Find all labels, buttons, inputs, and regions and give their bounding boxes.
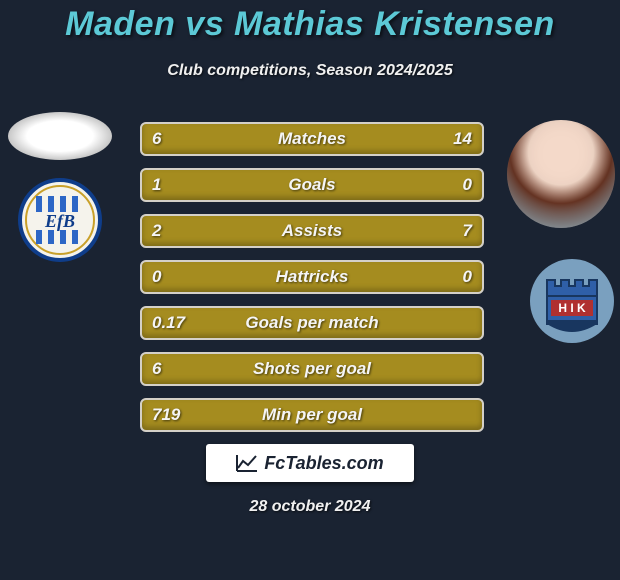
stat-label: Min per goal [202, 405, 422, 425]
stat-right-value: 0 [422, 267, 482, 287]
stat-bar-matches: 6 Matches 14 [140, 122, 484, 156]
svg-text:EfB: EfB [44, 211, 75, 231]
player-right-avatar [507, 120, 615, 228]
stat-bar-hattricks: 0 Hattricks 0 [140, 260, 484, 294]
stat-right-value: 0 [422, 175, 482, 195]
stat-bar-goals: 1 Goals 0 [140, 168, 484, 202]
page-title: Maden vs Mathias Kristensen [0, 5, 620, 44]
stat-left-value: 719 [142, 405, 202, 425]
stat-left-value: 6 [142, 359, 202, 379]
stat-bar-assists: 2 Assists 7 [140, 214, 484, 248]
stat-label: Hattricks [202, 267, 422, 287]
brand-badge: FcTables.com [206, 444, 414, 482]
stat-label: Goals per match [202, 313, 422, 333]
stat-left-value: 0.17 [142, 313, 202, 333]
stat-left-value: 2 [142, 221, 202, 241]
stat-label: Goals [202, 175, 422, 195]
stat-label: Assists [202, 221, 422, 241]
brand-text: FcTables.com [264, 453, 383, 474]
date-text: 28 october 2024 [0, 498, 620, 516]
stat-right-value: 14 [422, 129, 482, 149]
comparison-infographic: Maden vs Mathias Kristensen Club competi… [0, 0, 620, 580]
stat-label: Shots per goal [202, 359, 422, 379]
stat-right-value: 7 [422, 221, 482, 241]
svg-text:H I K: H I K [558, 301, 586, 315]
stat-left-value: 1 [142, 175, 202, 195]
stat-bar-goals-per-match: 0.17 Goals per match [140, 306, 484, 340]
stat-left-value: 6 [142, 129, 202, 149]
club-left-crest: EfB [18, 176, 102, 264]
club-right-crest: H I K [529, 258, 615, 344]
stat-bar-shots-per-goal: 6 Shots per goal [140, 352, 484, 386]
subtitle: Club competitions, Season 2024/2025 [0, 62, 620, 80]
chart-icon [236, 454, 258, 472]
player-left-avatar [8, 112, 112, 160]
stat-label: Matches [202, 129, 422, 149]
stat-left-value: 0 [142, 267, 202, 287]
stat-bar-min-per-goal: 719 Min per goal [140, 398, 484, 432]
